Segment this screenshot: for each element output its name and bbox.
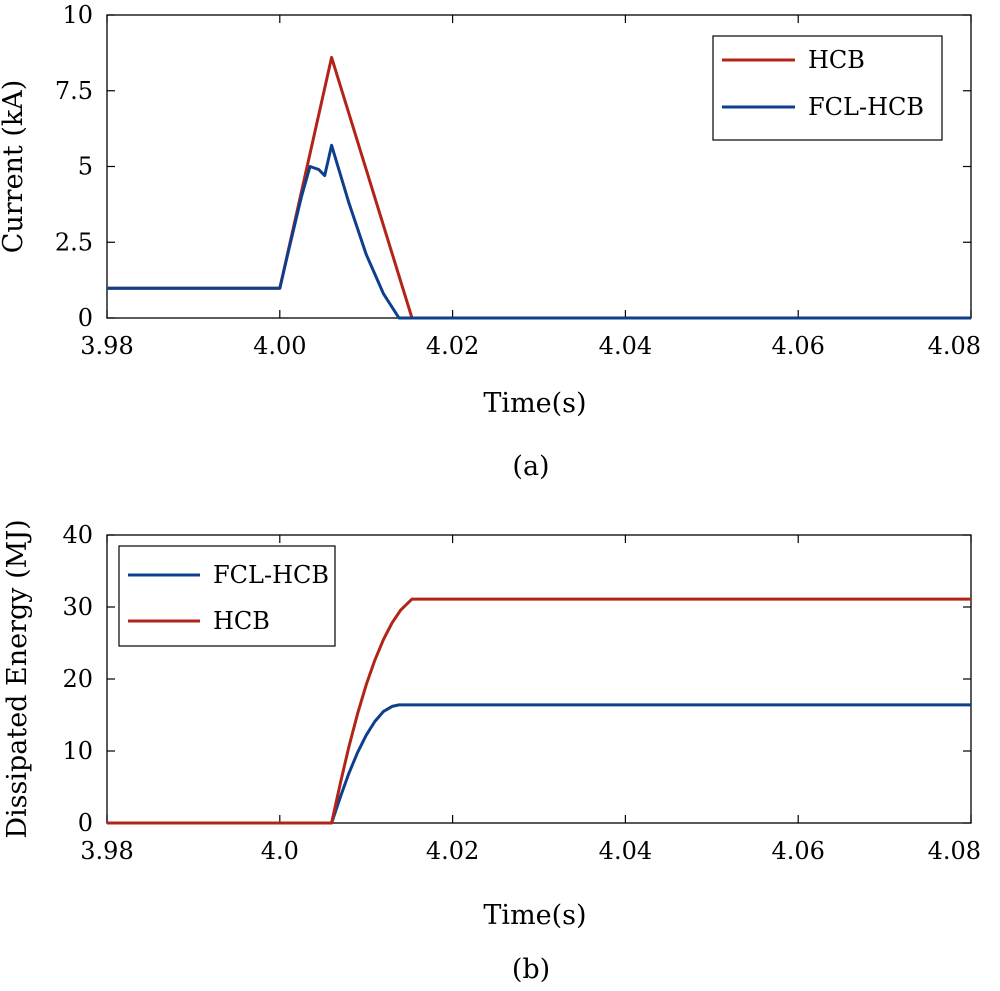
legend-entry: FCL-HCB xyxy=(808,93,924,121)
x-tick-label: 4.02 xyxy=(426,332,479,360)
x-tick-label: 3.98 xyxy=(80,837,133,865)
chart-b: 3.98 4.0 4.02 4.04 4.06 4.08 0 10 20 30 40 Time(s) D… xyxy=(2,519,981,985)
series-line-fcl-hcb xyxy=(107,703,971,825)
x-tick-label: 4.06 xyxy=(771,332,824,360)
x-axis-label: Time(s) xyxy=(483,388,586,419)
series-line-fcl-hcb xyxy=(107,143,971,320)
legend-box xyxy=(118,545,336,647)
x-tick-label: 4.08 xyxy=(928,837,981,865)
legend-b: FCL-HCB HCB xyxy=(118,545,336,647)
y-axis-label: Dissipated Energy (MJ) xyxy=(2,519,33,838)
y-axis-label: Current (kA) xyxy=(0,80,29,254)
x-tick-label: 4.06 xyxy=(771,837,824,865)
legend-entry: HCB xyxy=(213,607,270,635)
legend-entry: FCL-HCB xyxy=(213,561,329,589)
chart-caption: (a) xyxy=(512,451,549,482)
y-tick-label: 5 xyxy=(78,153,93,181)
chart-a: 3.98 4.00 4.02 4.04 4.06 4.08 0 2.5 5 7.5 10 Time(s… xyxy=(0,1,981,482)
y-tick-label: 0 xyxy=(78,304,93,332)
x-tick-label: 4.02 xyxy=(426,837,479,865)
series-line-hcb xyxy=(107,597,971,825)
legend-entry: HCB xyxy=(808,46,865,74)
x-tick-label: 4.08 xyxy=(928,332,981,360)
x-tick-label: 3.98 xyxy=(80,332,133,360)
y-tick-label: 0 xyxy=(78,809,93,837)
chart-caption: (b) xyxy=(512,954,550,985)
y-tick-label: 2.5 xyxy=(55,228,93,256)
legend-a: HCB FCL-HCB xyxy=(712,35,943,141)
x-axis-label: Time(s) xyxy=(483,900,586,931)
x-tick-label: 4.00 xyxy=(253,332,306,360)
x-tick-label: 4.04 xyxy=(599,837,652,865)
y-tick-label: 20 xyxy=(62,665,93,693)
x-tick-label: 4.0 xyxy=(261,837,299,865)
y-tick-label: 30 xyxy=(62,593,93,621)
y-tick-label: 10 xyxy=(62,737,93,765)
y-tick-label: 40 xyxy=(62,521,93,549)
y-tick-label: 10 xyxy=(62,1,93,29)
y-tick-label: 7.5 xyxy=(55,77,93,105)
legend-box xyxy=(712,35,943,141)
x-tick-label: 4.04 xyxy=(599,332,652,360)
